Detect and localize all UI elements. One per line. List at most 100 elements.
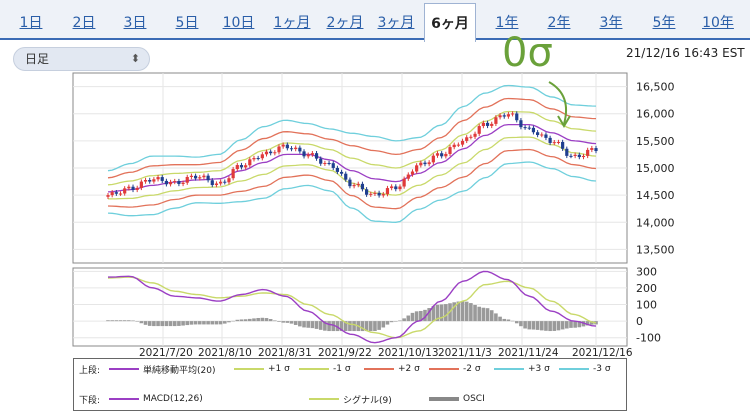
chevron-updown-icon: ⬍ bbox=[130, 52, 140, 65]
date-axis: 2021/7/20 2021/8/10 2021/8/31 2021/9/22 2021… bbox=[139, 347, 633, 359]
candle-body bbox=[498, 115, 502, 118]
legend-minus3-label: -3 σ bbox=[593, 364, 611, 374]
osci-bar bbox=[481, 307, 486, 322]
osci-bar bbox=[569, 321, 573, 328]
osci-bar bbox=[264, 318, 269, 322]
osci-bar bbox=[460, 301, 465, 322]
legend-plus2-label: +2 σ bbox=[398, 364, 420, 374]
tab-9[interactable]: 6ヶ月 bbox=[424, 3, 476, 42]
tab-6[interactable]: 1ヶ月 bbox=[273, 15, 311, 31]
candle-body bbox=[561, 141, 565, 149]
osci-bar bbox=[419, 310, 423, 322]
candle-body bbox=[473, 133, 477, 137]
price-tick-label: 14,000 bbox=[636, 216, 675, 229]
candle-body bbox=[235, 165, 239, 170]
candle-body bbox=[427, 162, 431, 165]
osci-bar bbox=[506, 319, 511, 322]
candle-body bbox=[231, 169, 235, 179]
osci-bar bbox=[210, 321, 215, 325]
period-select[interactable]: 日足 ⬍ bbox=[13, 47, 150, 71]
tab-10[interactable]: 1年 bbox=[495, 15, 519, 31]
candle-body bbox=[239, 165, 244, 168]
osci-bar bbox=[377, 321, 381, 330]
price-tick-label: 16,000 bbox=[636, 108, 675, 121]
candle-body bbox=[548, 137, 552, 143]
candle-body bbox=[160, 177, 164, 181]
candle-body bbox=[298, 147, 302, 152]
candle-body bbox=[477, 126, 481, 134]
candle-body bbox=[181, 182, 185, 184]
osci-bar bbox=[327, 321, 331, 332]
tab-2[interactable]: 2日 bbox=[72, 15, 96, 31]
legend-macd-label: MACD(12,26) bbox=[143, 394, 203, 404]
candle-body bbox=[452, 144, 456, 148]
tab-8[interactable]: 3ヶ月 bbox=[377, 15, 415, 31]
candle-body bbox=[531, 127, 536, 133]
osci-bar bbox=[368, 321, 373, 332]
legend-signal: シグナル(9) bbox=[309, 392, 392, 406]
osci-bar bbox=[168, 321, 173, 327]
legend-sma: 単純移動平均(20) bbox=[109, 362, 215, 376]
tab-7[interactable]: 2ヶ月 bbox=[326, 15, 364, 31]
osci-bar bbox=[227, 321, 231, 323]
osci-bar bbox=[360, 321, 365, 332]
legend-macd-swatch bbox=[109, 398, 139, 400]
legend-plus1: +1 σ bbox=[234, 362, 290, 376]
osci-bar bbox=[281, 321, 285, 323]
tab-12[interactable]: 3年 bbox=[599, 15, 623, 31]
date-label: 2021/8/31 bbox=[258, 347, 312, 359]
candle-body bbox=[344, 173, 348, 180]
legend-plus3-label: +3 σ bbox=[528, 364, 550, 374]
tab-11[interactable]: 2年 bbox=[547, 15, 571, 31]
tab-3[interactable]: 3日 bbox=[123, 15, 147, 31]
legend-minus2: -2 σ bbox=[429, 362, 481, 376]
candle-body bbox=[177, 181, 181, 184]
legend-upper-label: 上段: bbox=[79, 365, 101, 376]
osci-bar bbox=[293, 321, 298, 325]
osci-bar bbox=[277, 321, 281, 322]
candle-body bbox=[552, 142, 556, 144]
candle-body bbox=[135, 187, 139, 190]
legend-plus1-swatch bbox=[234, 368, 264, 370]
candle-body bbox=[223, 181, 227, 183]
macd-tick-label: 0 bbox=[636, 315, 643, 328]
candle-body bbox=[214, 183, 219, 186]
osci-bar bbox=[364, 321, 369, 332]
osci-bar bbox=[469, 303, 473, 322]
tab-14[interactable]: 10年 bbox=[702, 15, 734, 31]
osci-bar bbox=[348, 321, 352, 332]
candle-body bbox=[189, 175, 194, 177]
candle-body bbox=[106, 195, 110, 197]
candle-body bbox=[143, 179, 148, 182]
price-tick-label: 15,000 bbox=[636, 162, 675, 175]
candle-body bbox=[168, 181, 173, 185]
candle-body bbox=[519, 120, 523, 128]
tab-5[interactable]: 10日 bbox=[222, 15, 255, 31]
osci-bar bbox=[544, 321, 548, 331]
date-label: 2021/11/3 bbox=[438, 347, 492, 359]
candle-body bbox=[390, 186, 394, 189]
candle-body bbox=[319, 158, 323, 164]
osci-bar bbox=[510, 320, 515, 322]
candle-body bbox=[114, 192, 118, 194]
macd-plot-area bbox=[72, 267, 628, 347]
osci-bar bbox=[172, 321, 177, 327]
candle-body bbox=[219, 181, 223, 184]
osci-bar bbox=[147, 321, 152, 326]
candle-body bbox=[536, 132, 540, 136]
tab-1[interactable]: 1日 bbox=[19, 15, 43, 31]
osci-bar bbox=[231, 320, 235, 322]
tab-13[interactable]: 5年 bbox=[652, 15, 676, 31]
osci-bar bbox=[114, 320, 119, 322]
sma20-line bbox=[107, 123, 597, 193]
tab-4[interactable]: 5日 bbox=[175, 15, 199, 31]
candle-body bbox=[527, 127, 531, 129]
osci-bar bbox=[389, 321, 394, 323]
candle-body bbox=[327, 162, 331, 164]
candle-body bbox=[193, 175, 198, 179]
candle-body bbox=[465, 137, 469, 141]
legend-upper-row: 上段: 単純移動平均(20) +1 σ -1 σ +2 σ -2 σ +3 σ … bbox=[74, 362, 626, 376]
osci-bar bbox=[565, 321, 569, 329]
candle-body bbox=[502, 115, 506, 117]
